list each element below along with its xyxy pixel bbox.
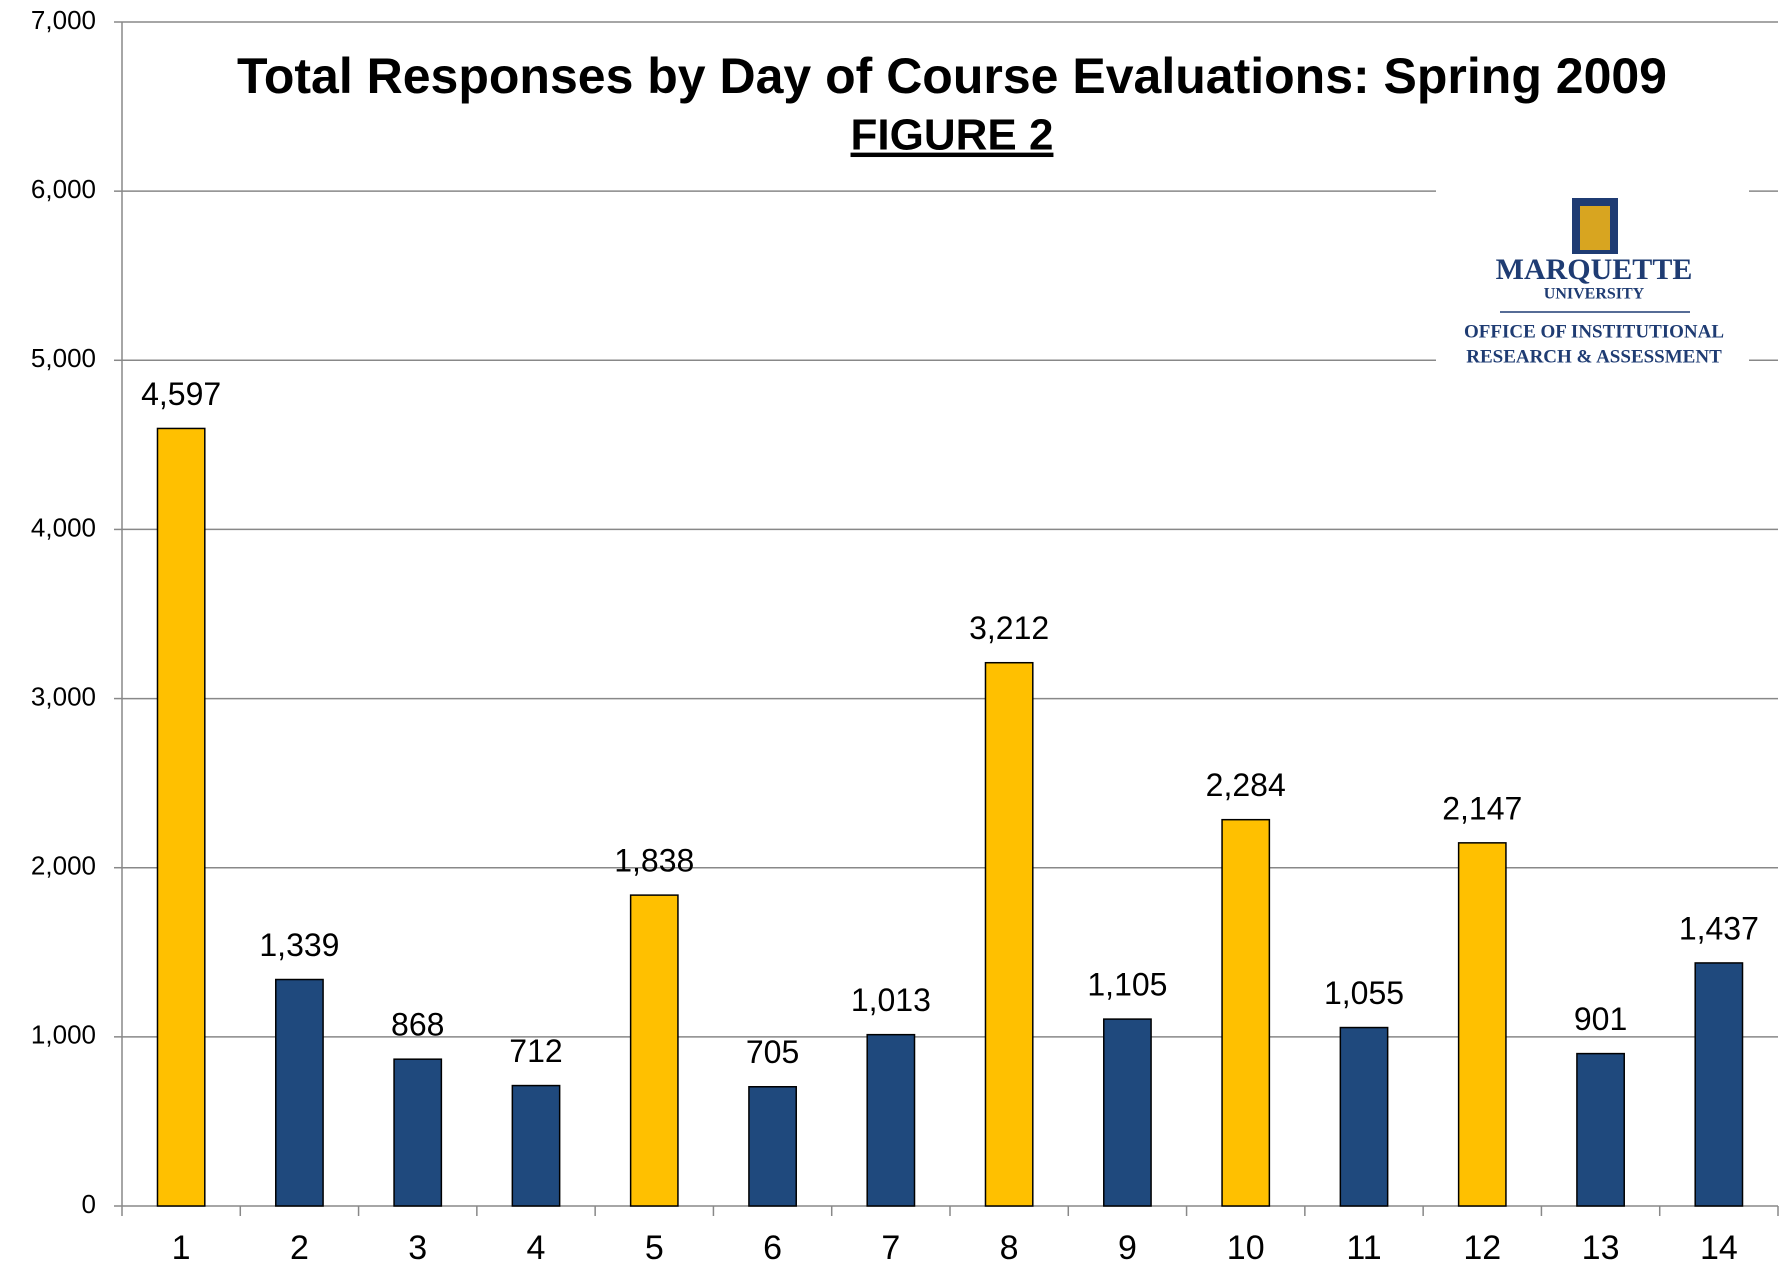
- logo-sub: UNIVERSITY: [1544, 286, 1645, 303]
- x-tick-label: 14: [1700, 1229, 1738, 1267]
- data-label: 868: [391, 1007, 444, 1043]
- bar: [393, 1058, 443, 1207]
- data-label: 712: [509, 1033, 562, 1069]
- x-tick-label: 7: [881, 1229, 900, 1267]
- y-tick-label: 5,000: [31, 343, 96, 373]
- x-tick-label: 9: [1118, 1229, 1137, 1267]
- bar: [866, 1033, 916, 1207]
- logo-name: MARQUETTE: [1496, 253, 1693, 286]
- data-label: 3,212: [969, 610, 1049, 646]
- x-tick-label: 1: [172, 1229, 191, 1267]
- data-label: 1,339: [259, 927, 339, 963]
- chart-title: Total Responses by Day of Course Evaluat…: [237, 48, 1667, 104]
- bar: [984, 661, 1034, 1207]
- bar: [1694, 962, 1744, 1207]
- y-tick-label: 0: [82, 1189, 96, 1219]
- y-tick-label: 6,000: [31, 174, 96, 204]
- y-tick-label: 4,000: [31, 512, 96, 542]
- y-tick-label: 2,000: [31, 851, 96, 881]
- bar: [1457, 842, 1507, 1207]
- x-tick-label: 13: [1582, 1229, 1620, 1267]
- data-label: 705: [746, 1034, 799, 1070]
- bar: [156, 427, 206, 1207]
- bar: [1103, 1018, 1152, 1207]
- data-label: 4,597: [141, 376, 221, 412]
- logo-line1: OFFICE OF INSTITUTIONAL: [1464, 321, 1724, 342]
- plot-area: 0 1,000 2,000 3,000 4,000 5,000 6,000 7,000 1 4,5…: [31, 5, 1779, 1267]
- bar: [1576, 1052, 1625, 1207]
- y-tick-label: 1,000: [31, 1020, 96, 1050]
- x-tick-label: 3: [408, 1229, 427, 1267]
- bar: [1339, 1026, 1389, 1207]
- data-label: 1,013: [851, 982, 931, 1018]
- data-label: 2,284: [1206, 767, 1286, 803]
- data-label: 1,105: [1087, 967, 1167, 1003]
- chart-subtitle: FIGURE 2: [851, 111, 1054, 160]
- y-tick-label: 7,000: [31, 5, 96, 35]
- data-label: 1,055: [1324, 975, 1404, 1011]
- data-label: 1,838: [614, 843, 694, 879]
- data-label: 901: [1574, 1001, 1627, 1037]
- bar: [748, 1086, 797, 1207]
- x-tick-label: 11: [1346, 1229, 1381, 1267]
- x-tick-label: 12: [1463, 1229, 1501, 1267]
- logo-line2: RESEARCH & ASSESSMENT: [1466, 346, 1722, 367]
- y-tick-label: 3,000: [31, 681, 96, 711]
- bar: [1221, 818, 1271, 1207]
- logo: MARQUETTE UNIVERSITY OFFICE OF INSTITUTI…: [1436, 184, 1749, 371]
- x-tick-label: 10: [1227, 1229, 1265, 1267]
- x-tick-label: 2: [290, 1229, 309, 1267]
- data-label: 1,437: [1679, 910, 1759, 946]
- x-tick-label: 6: [763, 1229, 782, 1267]
- bar: [511, 1084, 561, 1207]
- bar: [275, 978, 324, 1207]
- bar: [629, 894, 679, 1207]
- x-tick-label: 8: [1000, 1229, 1019, 1267]
- x-tick-label: 5: [645, 1229, 664, 1267]
- logo-icon-inner: [1580, 206, 1610, 250]
- x-tick-label: 4: [527, 1229, 546, 1267]
- data-label: 2,147: [1442, 790, 1522, 826]
